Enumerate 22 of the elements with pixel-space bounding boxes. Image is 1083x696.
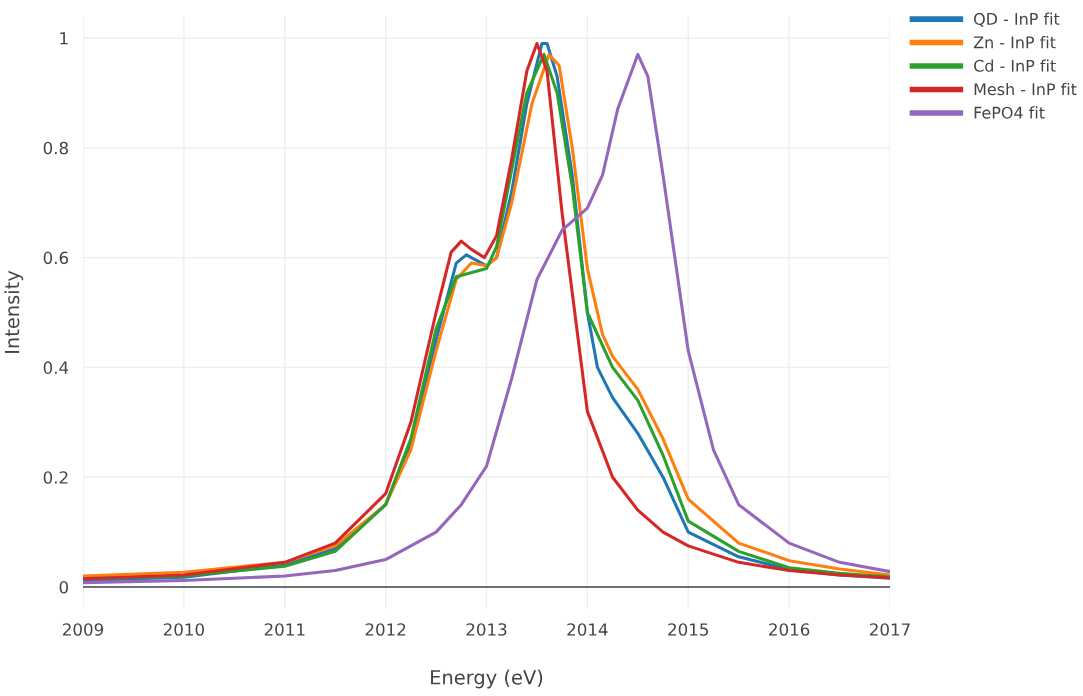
x-tick-label: 2013 [466,623,507,636]
x-tick-label: 2014 [567,623,608,636]
x-tick-label: 2017 [870,623,910,636]
x-tick-label: 2010 [163,623,204,636]
x-tick-label: 2016 [769,623,810,636]
legend-label: QD - InP fit [974,12,1060,27]
x-tick-label: 2015 [668,623,708,636]
legend-label: Cd - InP fit [974,59,1056,72]
y-tick-label: 0.4 [43,361,69,374]
x-axis-title: Energy (eV) [431,669,543,689]
y-axis-title: Intensity [4,270,24,353]
y-tick-label: 0.8 [43,141,68,155]
y-tick-label: 1 [60,32,68,45]
y-tick-label: 0.2 [43,471,68,484]
legend-label: FePO4 fit [974,106,1045,119]
legend-label: Zn - InP fit [973,36,1056,49]
x-tick-label: 2011 [264,623,305,636]
y-tick-label: 0.6 [43,251,69,265]
legend-label: Mesh - InP fit [974,82,1077,96]
x-tick-label: 2009 [63,623,104,636]
x-tick-label: 2012 [365,623,406,636]
y-tick-label: 0 [59,581,68,594]
